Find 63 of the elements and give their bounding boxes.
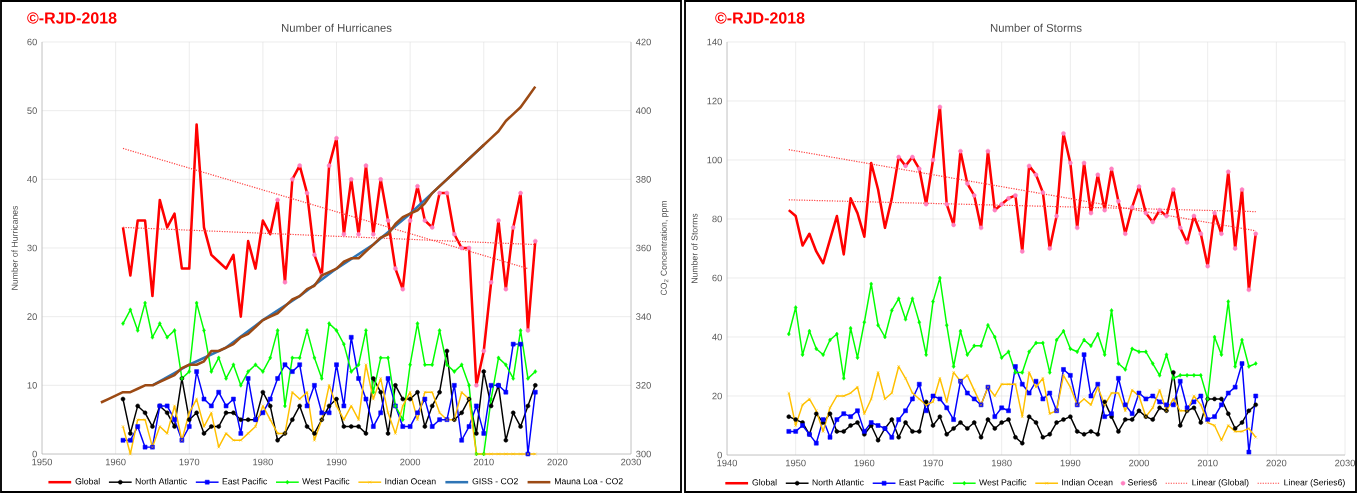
x-tick-label: 2010 <box>1197 459 1218 467</box>
y2-tick-label: 340 <box>636 313 651 320</box>
y2-tick-label: 420 <box>635 38 651 46</box>
y2-tick-label: 300 <box>636 450 651 458</box>
legend-label: West Pacific <box>979 479 1027 486</box>
x-tick-label: 1980 <box>253 458 273 466</box>
x-tick-label: 1950 <box>32 458 53 466</box>
x-tick-label: 2020 <box>547 458 568 466</box>
y-tick-label: 0 <box>32 450 37 458</box>
y-tick-label: 120 <box>707 97 722 105</box>
chart-title: Number of Storms <box>990 23 1082 32</box>
y-tick-label: 80 <box>712 215 722 223</box>
legend-label: North Atlantic <box>135 478 187 485</box>
legend-label: Series6 <box>1128 479 1157 486</box>
x-tick-label: 2010 <box>473 458 494 466</box>
x-tick-label: 2020 <box>1266 459 1287 467</box>
x-tick-label: 1950 <box>786 459 806 467</box>
y2-axis-title: CO$_{2}$ Concentration, ppm <box>660 201 669 296</box>
legend-label: East Pacific <box>899 479 944 486</box>
y2-tick-label: 380 <box>636 176 651 183</box>
y-tick-label: 100 <box>707 156 722 164</box>
y-tick-label: 10 <box>27 382 37 389</box>
legend-label: Indian Ocean <box>385 478 436 485</box>
legend-label: Global <box>75 478 100 485</box>
x-tick-label: 1970 <box>179 458 200 466</box>
legend-label: East Pacific <box>222 478 268 485</box>
y-tick-label: 40 <box>27 176 37 183</box>
legend-label: Linear (Series6) <box>1284 479 1345 488</box>
y2-tick-label: 360 <box>636 244 651 252</box>
y2-tick-label: 320 <box>636 382 651 389</box>
y-tick-label: 40 <box>712 333 722 341</box>
x-tick-label: 1980 <box>992 459 1012 467</box>
x-tick-label: 2000 <box>400 458 421 466</box>
y-axis-title: Number of Storms <box>691 213 698 283</box>
y-tick-label: 50 <box>27 107 37 114</box>
text: ©-RJD-2018 <box>715 12 805 24</box>
x-tick-label: 1960 <box>854 459 875 467</box>
text: ©-RJD-2018 <box>27 12 117 24</box>
legend-label: Mauna Loa - CO2 <box>555 478 623 485</box>
legend-label: West Pacific <box>302 478 350 485</box>
y-tick-label: 0 <box>717 451 722 459</box>
y2-tick-label: 400 <box>635 107 651 114</box>
x-tick-label: 1990 <box>326 458 347 466</box>
y-tick-label: 30 <box>27 244 37 252</box>
x-tick-label: 2030 <box>1335 459 1356 467</box>
y-tick-label: 20 <box>27 313 37 320</box>
y-axis-title: Number of Hurricanes <box>11 205 18 290</box>
legend-label: Global <box>752 479 777 486</box>
x-tick-label: 1960 <box>105 458 126 466</box>
x-tick-label: 1940 <box>717 459 738 467</box>
legend-label: Indian Ocean <box>1062 479 1113 486</box>
y-tick-label: 60 <box>27 38 37 46</box>
y-tick-label: 20 <box>712 392 722 400</box>
legend-label: GISS - CO2 <box>472 478 518 485</box>
x-tick-label: 1970 <box>923 459 944 467</box>
x-tick-label: 2000 <box>1129 459 1150 467</box>
x-tick-label: 2030 <box>621 458 642 466</box>
y-tick-label: 60 <box>712 274 722 282</box>
y-tick-label: 140 <box>707 38 722 46</box>
x-tick-label: 1990 <box>1060 459 1081 467</box>
chart-title: Number of Hurricanes <box>282 23 392 32</box>
legend-label: North Atlantic <box>812 479 864 486</box>
legend-label: Linear (Global) <box>1192 479 1249 488</box>
